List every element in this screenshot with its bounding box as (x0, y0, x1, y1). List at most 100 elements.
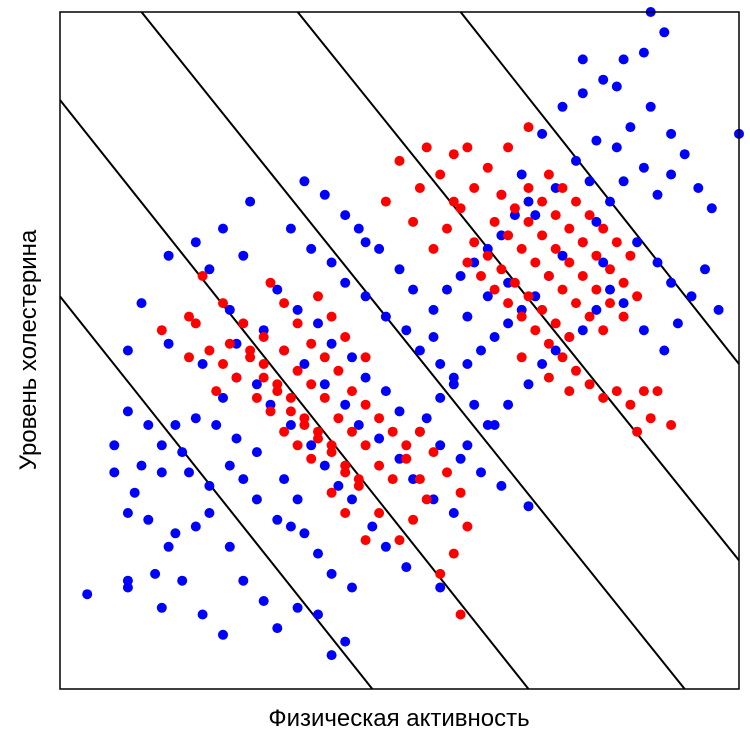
data-point (224, 304, 235, 315)
data-point (598, 74, 609, 85)
data-point (611, 142, 622, 153)
data-point (462, 142, 473, 153)
data-point (448, 548, 459, 559)
data-point (476, 345, 486, 356)
data-point (313, 548, 323, 559)
data-point (156, 467, 167, 478)
data-point (435, 440, 446, 451)
data-point (523, 379, 534, 390)
data-point (272, 623, 283, 634)
data-point (706, 203, 717, 214)
data-point (299, 528, 310, 539)
data-point (564, 332, 575, 342)
data-point (564, 257, 575, 268)
data-point (557, 183, 568, 193)
data-point (285, 420, 296, 430)
data-point (285, 406, 296, 417)
data-point (509, 277, 520, 288)
data-point (543, 372, 554, 383)
data-point (251, 392, 262, 403)
data-point (496, 189, 507, 200)
data-point (326, 568, 337, 579)
data-point (571, 298, 581, 309)
data-point (577, 237, 588, 248)
data-point (408, 514, 419, 525)
data-point (380, 386, 391, 397)
data-point (584, 176, 595, 187)
data-point (279, 298, 290, 309)
data-point (503, 230, 514, 241)
data-point (285, 223, 296, 234)
data-point (245, 196, 256, 207)
data-point (435, 169, 446, 180)
data-point (231, 372, 242, 383)
data-point (571, 155, 581, 166)
data-point (482, 291, 493, 302)
data-point (306, 379, 317, 390)
data-point (292, 494, 303, 505)
reference-lines (59, 11, 740, 690)
data-point (618, 54, 629, 65)
reference-line-3 (140, 11, 686, 690)
data-point (462, 257, 473, 268)
data-point (374, 508, 385, 518)
data-point (374, 413, 385, 424)
data-point (367, 521, 378, 532)
data-point (292, 318, 303, 329)
data-point (258, 332, 269, 342)
data-point (184, 311, 194, 322)
data-point (122, 345, 133, 356)
data-point (319, 352, 330, 363)
data-point (476, 271, 486, 281)
data-point (313, 426, 323, 437)
data-point (632, 237, 643, 248)
data-point (496, 264, 507, 275)
data-point (537, 304, 548, 315)
data-point (299, 413, 310, 424)
data-point (231, 433, 242, 444)
data-point (659, 345, 670, 356)
data-point (543, 271, 554, 281)
data-point (374, 433, 385, 444)
data-point (285, 521, 296, 532)
data-point (109, 467, 120, 478)
data-point (184, 352, 194, 363)
data-point (645, 101, 656, 112)
plot-frame (59, 11, 740, 690)
data-point (333, 480, 344, 491)
data-point (380, 196, 391, 207)
data-point (319, 189, 330, 200)
reference-line-1 (59, 295, 374, 690)
data-point (251, 447, 262, 458)
data-point (374, 460, 385, 471)
data-point (190, 237, 201, 248)
data-point (319, 379, 330, 390)
data-point (190, 318, 201, 329)
data-point (218, 298, 228, 309)
data-point (428, 447, 439, 458)
data-point (156, 440, 167, 451)
data-point (645, 413, 656, 424)
data-point (177, 447, 188, 458)
data-point (197, 271, 208, 281)
data-point (340, 636, 351, 647)
data-point (353, 420, 364, 430)
data-point (605, 298, 615, 309)
data-point (428, 304, 439, 315)
data-point (591, 135, 602, 146)
data-point (408, 216, 419, 227)
data-point (516, 352, 527, 363)
data-point (618, 298, 629, 309)
data-point (421, 494, 432, 505)
data-points (82, 7, 744, 661)
data-point (421, 413, 432, 424)
data-point (272, 379, 283, 390)
data-point (218, 223, 228, 234)
data-point (666, 128, 677, 139)
data-point (136, 460, 147, 471)
data-point (557, 101, 568, 112)
data-point (299, 176, 310, 187)
data-point (340, 332, 351, 342)
data-point (340, 399, 351, 410)
